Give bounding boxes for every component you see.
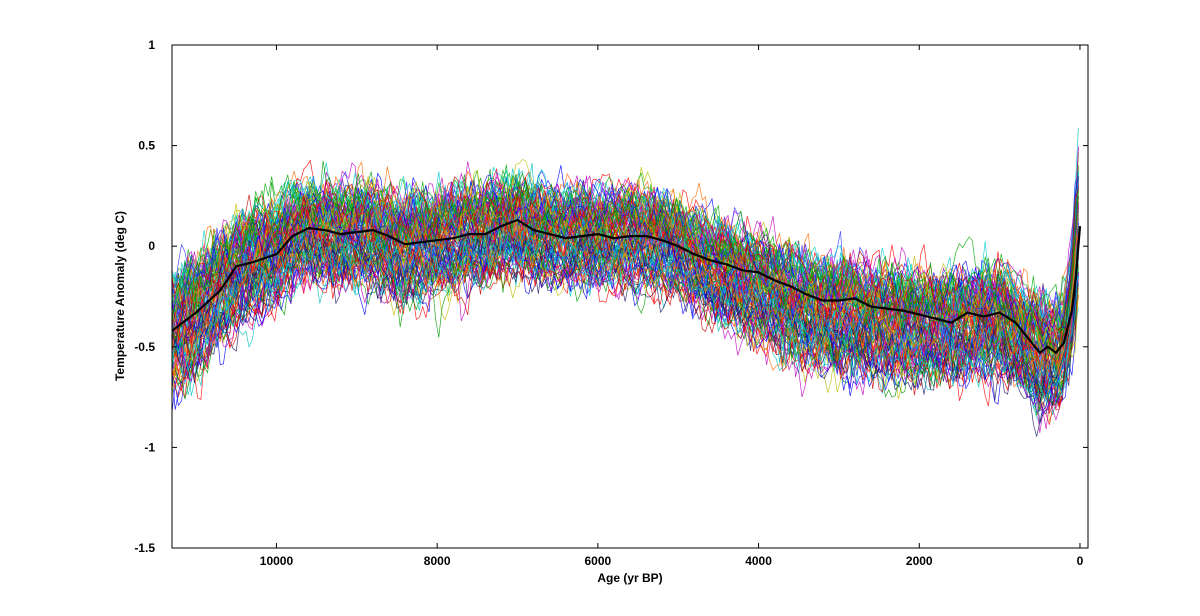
- plot-frame: [171, 44, 1089, 549]
- y-axis: 1 0.5 0 -0.5 -1 -1.5: [134, 38, 1088, 555]
- y-tick-label: 0: [148, 239, 155, 253]
- ensemble-line: [172, 229, 1079, 404]
- x-axis-label: Age (yr BP): [597, 571, 662, 585]
- ensemble-line: [172, 184, 1079, 391]
- mean-series: [172, 218, 1082, 354]
- ensemble-line: [172, 214, 1079, 404]
- x-tick-label: 6000: [585, 554, 612, 568]
- ensemble-line: [172, 175, 1079, 343]
- x-tick-label: 0: [1077, 554, 1084, 568]
- ensemble-line: [172, 224, 1079, 402]
- ensemble-line: [172, 185, 1079, 369]
- x-tick-label: 4000: [745, 554, 772, 568]
- ensemble-line: [172, 176, 1079, 333]
- mean-line: [172, 218, 1082, 354]
- y-tick-label: -1: [144, 440, 155, 454]
- x-tick-label: 8000: [424, 554, 451, 568]
- y-tick-label: -1.5: [134, 541, 155, 555]
- ensemble-line: [172, 213, 1079, 375]
- ensemble-line: [172, 160, 1079, 361]
- ensemble-line: [172, 212, 1079, 411]
- ensemble-line: [172, 169, 1079, 363]
- ensemble-line: [172, 180, 1079, 351]
- y-tick-label: 1: [148, 38, 155, 52]
- y-tick-label: 0.5: [138, 139, 155, 153]
- y-axis-label: Temperature Anomaly (deg C): [113, 211, 127, 381]
- x-axis: 10000 8000 6000 4000 2000 0: [260, 45, 1084, 568]
- y-tick-label: -0.5: [134, 340, 155, 354]
- ensemble-realizations: [172, 127, 1079, 437]
- ensemble-line: [172, 173, 1079, 349]
- x-tick-label: 2000: [906, 554, 933, 568]
- ensemble-line: [172, 205, 1079, 394]
- ensemble-line: [172, 236, 1079, 415]
- x-tick-label: 10000: [260, 554, 294, 568]
- ensemble-line: [172, 238, 1079, 413]
